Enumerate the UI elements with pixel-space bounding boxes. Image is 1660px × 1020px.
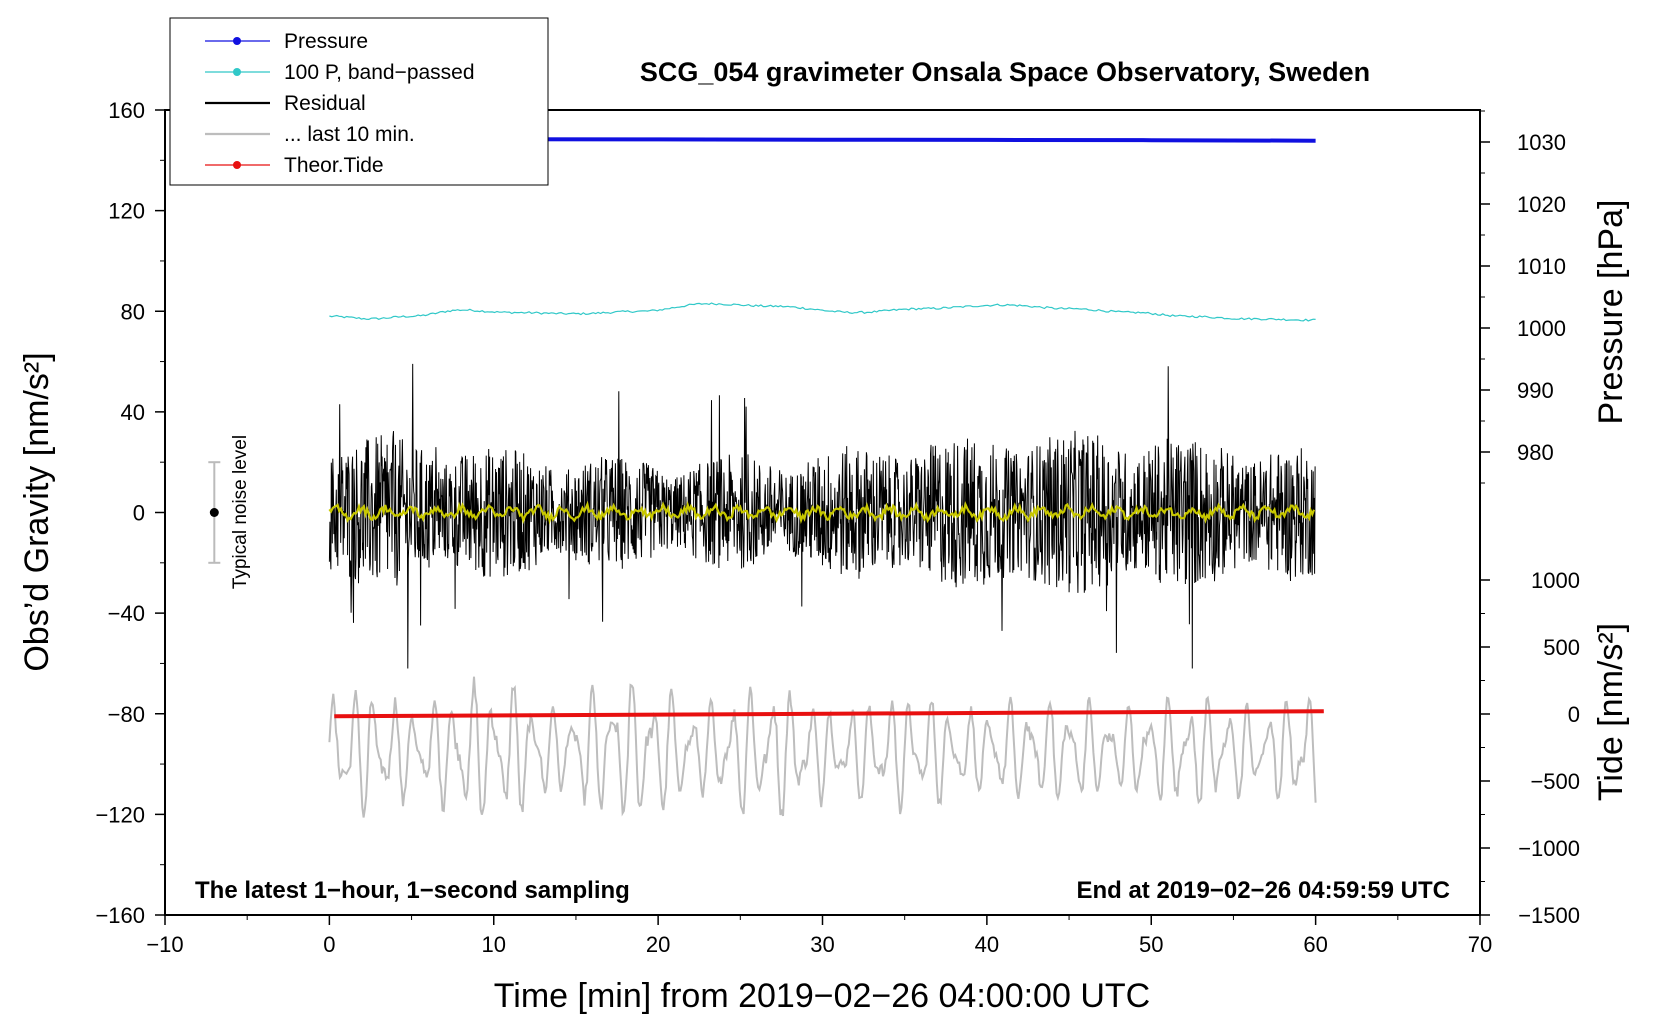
note-right: End at 2019−02−26 04:59:59 UTC (1076, 877, 1450, 904)
x-axis-ticks: −10 0 10 20 30 40 50 60 70 (146, 915, 1492, 957)
band-passed-line (329, 302, 1316, 322)
legend-box (169, 17, 549, 186)
y-tick-label: −160 (95, 903, 145, 928)
legend-marker (233, 68, 241, 76)
tide-axis-ticks: 1000 500 0 −500 −1000 −1500 (1480, 568, 1580, 928)
tide-tick-label: 0 (1568, 702, 1580, 727)
y-tick-label: 160 (108, 98, 145, 123)
legend-label: Pressure (284, 30, 368, 53)
note-left: The latest 1−hour, 1−second sampling (195, 877, 630, 904)
x-tick-label: 50 (1139, 932, 1163, 957)
y-tick-label: −120 (95, 802, 145, 827)
tide-tick-label: −1500 (1518, 903, 1580, 928)
y-axis-left-ticks: 160 120 80 40 0 −40 −80 −120 −160 (95, 98, 165, 928)
legend-label: ... last 10 min. (284, 123, 415, 146)
noise-bar-dot (209, 508, 219, 517)
y-tick-label: 80 (121, 299, 145, 324)
chart-title: SCG_054 gravimeter Onsala Space Observat… (640, 57, 1370, 87)
y-tick-label: −40 (108, 601, 145, 626)
x-tick-label: 70 (1468, 932, 1492, 957)
y-tick-label: 40 (121, 400, 145, 425)
x-tick-label: −10 (146, 932, 183, 957)
series-residual-smoothed (328, 500, 1316, 525)
x-tick-label: 10 (482, 932, 506, 957)
residual-line (328, 363, 1316, 669)
y-axis-left-title: Obs’d Gravity [nm/s²] (18, 352, 56, 671)
legend-label: Residual (284, 92, 366, 115)
legend-label: Theor.Tide (284, 154, 384, 177)
tide-tick-label: 500 (1543, 635, 1580, 660)
pressure-tick-label: 1030 (1517, 130, 1566, 155)
pressure-axis-ticks: 1030 1020 1010 1000 990 980 (1480, 110, 1566, 484)
tide-tick-label: −1000 (1518, 836, 1580, 861)
x-tick-label: 30 (810, 932, 834, 957)
theor-tide-line (334, 709, 1324, 719)
legend-marker (233, 161, 241, 169)
x-tick-label: 0 (323, 932, 335, 957)
x-tick-label: 60 (1303, 932, 1327, 957)
x-tick-label: 40 (975, 932, 999, 957)
y-tick-label: 120 (108, 199, 145, 224)
legend: Pressure 100 P, band−passed Residual ... la… (169, 17, 549, 186)
legend-label: 100 P, band−passed (284, 61, 475, 84)
series-theor-tide (334, 709, 1324, 719)
last-10-min-line (328, 676, 1317, 818)
noise-level-label: Typical noise level (230, 435, 251, 589)
residual-smoothed-line (328, 500, 1316, 525)
x-axis-title: Time [min] from 2019−02−26 04:00:00 UTC (494, 977, 1150, 1015)
y-tick-label: 0 (133, 501, 145, 526)
pressure-tick-label: 1020 (1517, 192, 1566, 217)
noise-level-bar (208, 461, 221, 564)
y-tick-label: −80 (108, 702, 145, 727)
series-last-10-min (328, 676, 1317, 818)
pressure-tick-label: 990 (1517, 378, 1554, 403)
x-tick-label: 20 (646, 932, 670, 957)
tide-tick-label: −500 (1530, 769, 1580, 794)
series-band-passed (329, 302, 1316, 322)
pressure-tick-label: 1000 (1517, 316, 1566, 341)
pressure-tick-label: 1010 (1517, 254, 1566, 279)
series-residual (328, 363, 1316, 669)
legend-marker (233, 37, 241, 45)
tide-axis-title: Tide [nm/s²] (1592, 623, 1630, 801)
pressure-axis-title: Pressure [hPa] (1592, 200, 1630, 425)
pressure-tick-label: 980 (1517, 440, 1554, 465)
tide-tick-label: 1000 (1531, 568, 1580, 593)
